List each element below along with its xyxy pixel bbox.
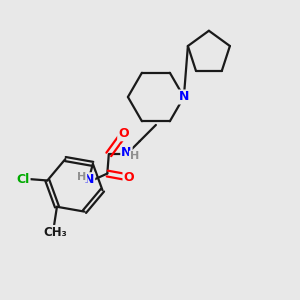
Text: CH₃: CH₃ — [44, 226, 67, 239]
Text: O: O — [118, 127, 129, 140]
Text: N: N — [84, 173, 94, 186]
Text: H: H — [130, 152, 139, 161]
Text: N: N — [179, 91, 189, 103]
Text: H: H — [77, 172, 86, 182]
Text: N: N — [121, 146, 132, 159]
Text: Cl: Cl — [16, 172, 30, 185]
Text: O: O — [124, 172, 134, 184]
